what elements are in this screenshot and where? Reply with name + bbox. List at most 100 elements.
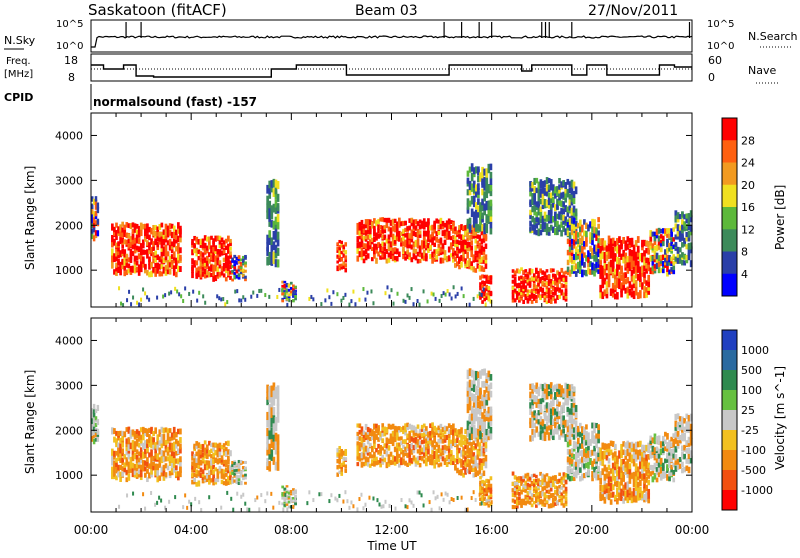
heatmap-cell: [277, 221, 280, 229]
heatmap-cell: [552, 268, 555, 272]
heatmap-cell: [204, 440, 207, 444]
heatmap-cell: [144, 265, 147, 270]
heatmap-cell: [483, 287, 485, 291]
heatmap-cell: [326, 288, 328, 292]
heatmap-cell: [277, 396, 280, 406]
heatmap-cell: [277, 214, 280, 222]
velocity-heatmap-cells: [91, 368, 693, 512]
heatmap-cell: [122, 303, 124, 307]
heatmap-cell: [348, 303, 350, 307]
heatmap-cell: [229, 247, 232, 251]
heatmap-cell: [97, 230, 99, 236]
heatmap-cell: [244, 467, 247, 470]
heatmap-cell: [587, 469, 590, 476]
heatmap-cell: [182, 299, 184, 303]
heatmap-cell: [477, 166, 480, 173]
heatmap-cell: [238, 255, 241, 259]
heatmap-cell: [97, 405, 99, 411]
heatmap-cell: [142, 256, 145, 261]
heatmap-cell: [140, 298, 142, 302]
heatmap-cell: [152, 437, 155, 442]
heatmap-cell: [244, 474, 247, 477]
heatmap-cell: [466, 252, 469, 259]
heatmap-cell: [277, 434, 280, 444]
heatmap-cell: [485, 234, 488, 239]
heatmap-cell: [362, 287, 364, 291]
heatmap-cell: [457, 292, 459, 296]
heatmap-cell: [490, 476, 493, 480]
heatmap-cell: [344, 250, 347, 254]
heatmap-cell: [637, 261, 640, 268]
heatmap-cell: [244, 482, 247, 485]
colorbar-swatch: [722, 140, 737, 163]
heatmap-cell: [286, 303, 288, 307]
heatmap-cell: [136, 301, 138, 305]
heatmap-cell: [408, 252, 411, 257]
heatmap-cell: [485, 442, 488, 449]
heatmap-cell: [174, 287, 176, 291]
heatmap-cell: [637, 236, 640, 243]
heatmap-cell: [490, 164, 493, 171]
heatmap-cell: [244, 477, 247, 480]
heatmap-cell: [440, 238, 443, 244]
heatmap-cell: [585, 424, 588, 429]
y-tick-label: 3000: [55, 174, 83, 187]
heatmap-cell: [277, 181, 280, 189]
heatmap-cell: [216, 294, 218, 298]
heatmap-cell: [256, 294, 258, 298]
heatmap-cell: [398, 454, 401, 458]
heatmap-cell: [639, 480, 642, 486]
heatmap-cell: [444, 240, 447, 245]
heatmap-cell: [277, 232, 280, 240]
heatmap-cell: [240, 481, 243, 484]
heatmap-cell: [647, 489, 650, 494]
heatmap-cell: [546, 500, 549, 503]
heatmap-cell: [404, 221, 407, 225]
heatmap-cell: [168, 292, 170, 296]
heatmap-cell: [388, 295, 390, 299]
heatmap-cell: [573, 398, 576, 403]
date-title: 27/Nov/2011: [588, 3, 678, 19]
heatmap-cell: [427, 218, 430, 223]
heatmap-cell: [332, 290, 334, 294]
heatmap-cell: [447, 289, 449, 293]
heatmap-cell: [277, 203, 280, 211]
heatmap-cell: [631, 238, 634, 244]
heatmap-cell: [452, 222, 455, 226]
heatmap-cell: [364, 298, 366, 302]
heatmap-cell: [635, 280, 638, 287]
heatmap-cell: [367, 253, 370, 258]
heatmap-cell: [429, 245, 432, 250]
heatmap-cell: [167, 465, 170, 470]
heatmap-cell: [344, 242, 347, 246]
heatmap-cell: [344, 255, 347, 259]
heatmap-cell: [485, 263, 488, 268]
heatmap-cell: [383, 229, 386, 233]
heatmap-cell: [219, 260, 222, 264]
heatmap-cell: [344, 464, 347, 468]
heatmap-cell: [250, 295, 252, 299]
heatmap-cell: [227, 456, 230, 461]
heatmap-cell: [453, 285, 455, 289]
heatmap-cell: [614, 444, 617, 449]
heatmap-cell: [390, 288, 392, 292]
colorbar-swatch: [722, 252, 737, 275]
heatmap-cell: [470, 240, 473, 245]
heatmap-cell: [413, 302, 415, 306]
heatmap-cell: [565, 496, 568, 500]
heatmap-cell: [344, 452, 347, 456]
heatmap-cell: [597, 424, 600, 430]
heatmap-cell: [593, 219, 596, 226]
heatmap-cell: [218, 296, 220, 300]
heatmap-cell: [419, 303, 421, 307]
heatmap-cell: [179, 247, 182, 253]
heatmap-cell: [268, 230, 271, 238]
heatmap-cell: [490, 200, 493, 207]
heatmap-cell: [454, 226, 457, 230]
heatmap-cell: [548, 275, 551, 279]
station-title: Saskatoon (fitACF): [88, 1, 227, 19]
nave-tick-bottom: 0: [708, 71, 715, 84]
heatmap-cell: [170, 290, 172, 294]
